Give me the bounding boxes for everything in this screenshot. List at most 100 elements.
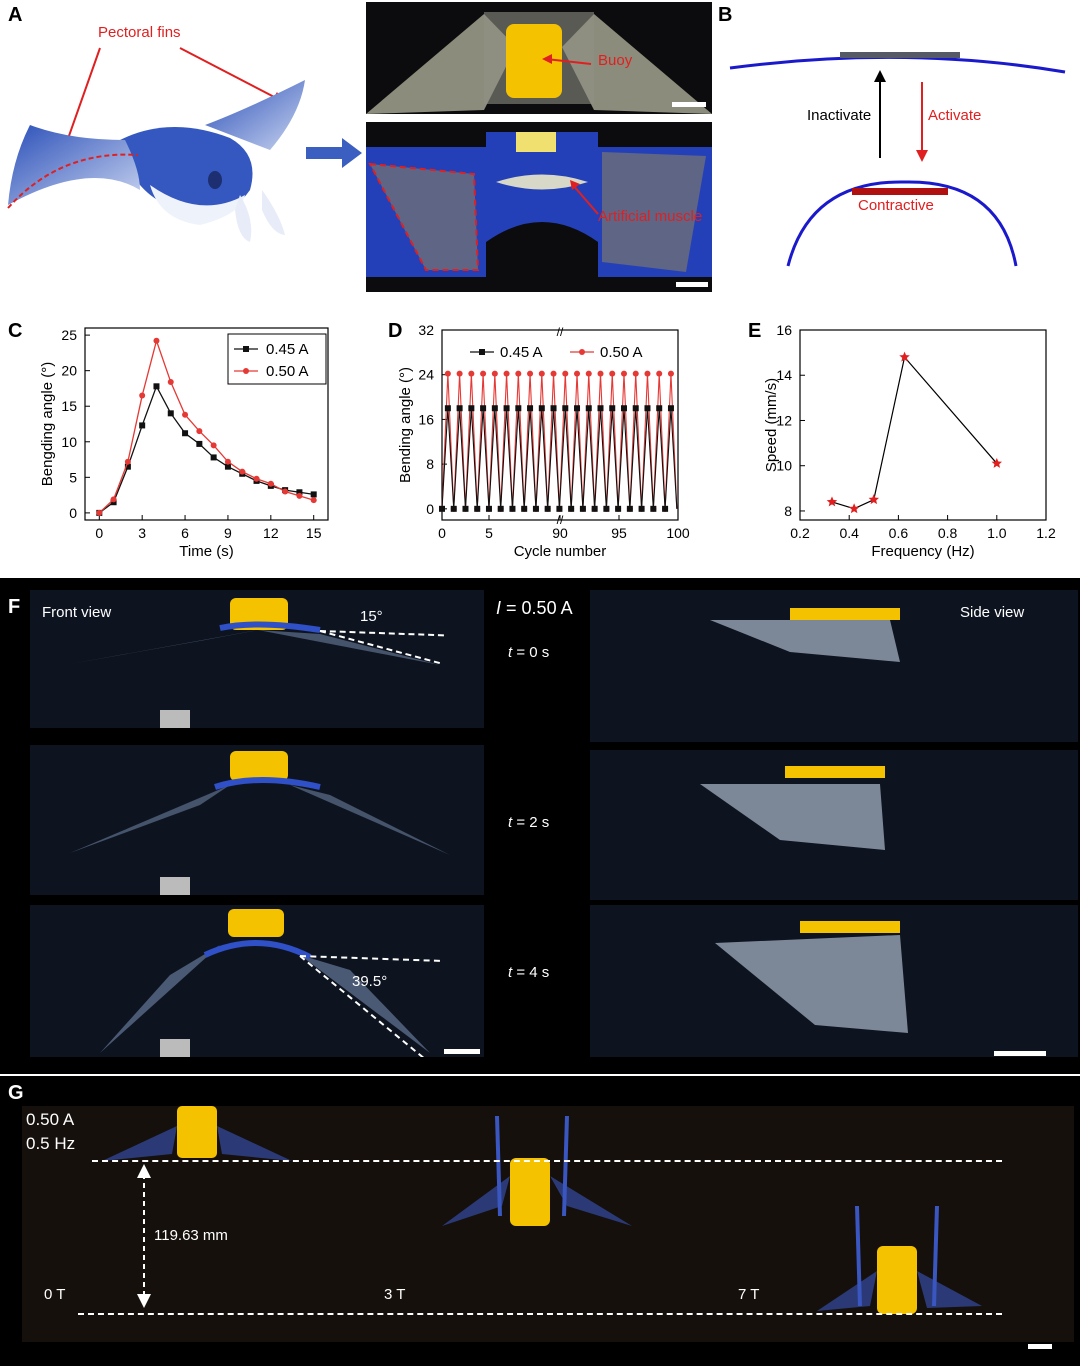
- data-point: [110, 496, 117, 503]
- data-point: [444, 405, 451, 412]
- x-tick-label: 5: [485, 525, 493, 541]
- axis-break-top: //: [557, 325, 564, 339]
- data-point: [480, 370, 487, 377]
- data-point: [139, 392, 146, 399]
- side-view-frame-2s: [590, 750, 1078, 900]
- plot-frame: [84, 327, 329, 521]
- plot-frame: [799, 329, 1047, 521]
- data-point: [644, 370, 651, 377]
- series-line: [831, 355, 998, 510]
- data-point: [182, 430, 189, 437]
- x-tick-label: 90: [552, 525, 568, 541]
- data-point: [497, 505, 504, 512]
- data-point: [153, 383, 160, 390]
- data-point: [96, 509, 103, 516]
- side-view-label: Side view: [960, 604, 1025, 621]
- contractive-label: Contractive: [858, 197, 934, 214]
- arrow-right-icon: [306, 138, 362, 168]
- legend-marker: [243, 346, 249, 352]
- fin-photo-top: Buoy: [366, 2, 712, 114]
- y-axis-label: Bengding angle (°): [39, 362, 56, 486]
- data-point: [550, 370, 557, 377]
- data-point: [515, 370, 522, 377]
- y-tick-label: 8: [784, 503, 792, 519]
- data-point: [597, 370, 604, 377]
- data-point: [562, 370, 569, 377]
- x-tick-label: 3: [138, 525, 146, 541]
- x-tick-label: 0: [95, 525, 103, 541]
- data-point: [296, 489, 303, 496]
- panel-label-c: C: [8, 320, 23, 342]
- fin-photo-bottom: Artificial muscle: [366, 122, 712, 292]
- data-point: [474, 505, 481, 512]
- front-view-frame-2s: [30, 745, 484, 895]
- y-tick-label: 15: [61, 398, 77, 414]
- data-point: [562, 405, 569, 412]
- x-tick-label: 100: [666, 525, 690, 541]
- data-point: [182, 411, 189, 418]
- data-point: [456, 405, 463, 412]
- data-point: [509, 505, 516, 512]
- legend-label: 0.45 A: [500, 344, 543, 361]
- frequency-label-g: 0.5 Hz: [26, 1134, 76, 1153]
- x-tick-label: 6: [181, 525, 189, 541]
- data-point: [544, 505, 551, 512]
- data-point: [456, 370, 463, 377]
- data-point: [632, 370, 639, 377]
- x-tick-label: 1.2: [1036, 525, 1056, 541]
- artificial-muscle-label: Artificial muscle: [598, 208, 703, 225]
- front-view-frame-0s: Front view 15°: [30, 590, 484, 728]
- end-line: [78, 1313, 1002, 1315]
- scale-bar: [444, 1049, 480, 1054]
- data-point: [485, 505, 492, 512]
- data-point: [153, 337, 160, 344]
- data-point: [224, 463, 231, 470]
- panel-label-f: F: [8, 596, 21, 618]
- data-point: [239, 468, 246, 475]
- series-line-1: [441, 373, 678, 509]
- y-tick-label: 20: [61, 363, 77, 379]
- legend-label: 0.45 A: [266, 341, 309, 358]
- y-tick-label: 10: [776, 458, 792, 474]
- data-point: [650, 505, 657, 512]
- chart-d-bending-angle-vs-cycle: 0 5 90 95 100 0 8 16 24 32 // // Cycle number Bending…: [397, 322, 690, 560]
- x-tick-label: 15: [306, 525, 322, 541]
- x-tick-label: 0.4: [839, 525, 859, 541]
- data-point: [462, 505, 469, 512]
- data-point: [620, 370, 627, 377]
- data-point: [597, 405, 604, 412]
- legend-box: [227, 333, 327, 385]
- inactivate-label: Inactivate: [807, 107, 872, 124]
- data-point: [644, 405, 651, 412]
- data-point: [468, 405, 475, 412]
- legend-label: 0.50 A: [600, 344, 643, 361]
- time-label-4s: t = 4 s: [508, 964, 550, 981]
- y-tick-label: 14: [776, 367, 792, 383]
- data-point: [574, 405, 581, 412]
- panel-label-g: G: [8, 1082, 24, 1104]
- data-point: [282, 488, 289, 495]
- manta-ray-illustration: [7, 47, 305, 242]
- panel-label-a: A: [8, 4, 23, 26]
- data-point: [310, 497, 317, 504]
- time-label-2s: t = 2 s: [508, 814, 550, 831]
- period-label-7t: 7 T: [738, 1286, 760, 1303]
- data-point: [848, 503, 860, 514]
- angle-15-label: 15°: [360, 608, 383, 625]
- y-tick-label: 16: [776, 322, 792, 338]
- data-point: [527, 405, 534, 412]
- panel-label-d: D: [388, 320, 403, 342]
- x-tick-label: 0.2: [790, 525, 810, 541]
- series-line-0: [441, 408, 678, 509]
- start-line: [92, 1160, 1002, 1162]
- data-point: [521, 505, 528, 512]
- side-view-frame-0s: Side view: [590, 590, 1078, 742]
- front-view-label: Front view: [42, 604, 112, 621]
- data-point: [868, 494, 879, 505]
- period-label-3t: 3 T: [384, 1286, 406, 1303]
- data-point: [609, 370, 616, 377]
- data-point: [224, 458, 231, 465]
- scale-bar: [676, 282, 708, 287]
- x-tick-label: 1.0: [987, 525, 1007, 541]
- data-point: [609, 405, 616, 412]
